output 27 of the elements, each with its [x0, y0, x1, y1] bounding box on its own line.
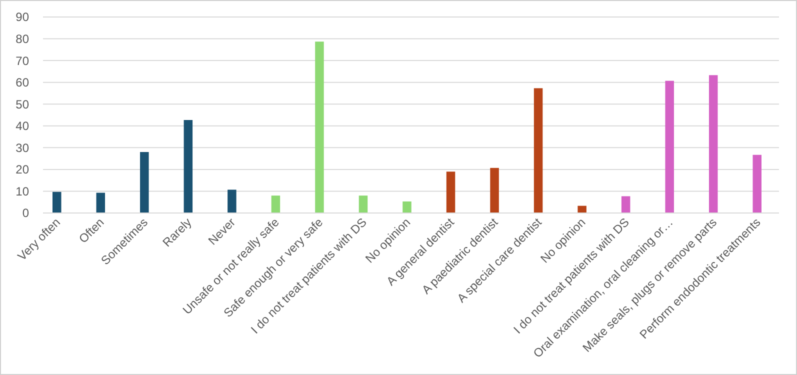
y-tick-label: 70	[16, 54, 30, 68]
bar	[315, 42, 324, 213]
bar	[621, 196, 630, 213]
y-tick-label: 50	[16, 97, 30, 112]
bar	[184, 120, 193, 213]
y-tick-label: 30	[16, 140, 30, 155]
bar	[752, 154, 762, 213]
bar	[52, 192, 62, 213]
bar	[271, 196, 280, 213]
y-tick-label: 90	[16, 10, 30, 24]
y-tick-label: 40	[16, 119, 30, 134]
y-tick-label: 60	[16, 76, 30, 90]
bar	[578, 206, 586, 213]
bar	[534, 88, 543, 213]
y-tick-label: 80	[16, 32, 30, 46]
bar	[402, 201, 412, 213]
bar	[665, 80, 674, 213]
bar	[490, 168, 499, 213]
bar	[358, 196, 368, 213]
y-tick-label: 20	[16, 162, 30, 177]
bar	[228, 190, 236, 213]
y-tick-label: 10	[16, 184, 30, 198]
y-tick-label: 0	[22, 206, 30, 220]
bar	[708, 75, 718, 213]
bar	[446, 172, 456, 213]
bar	[96, 192, 106, 213]
bar	[140, 152, 149, 213]
